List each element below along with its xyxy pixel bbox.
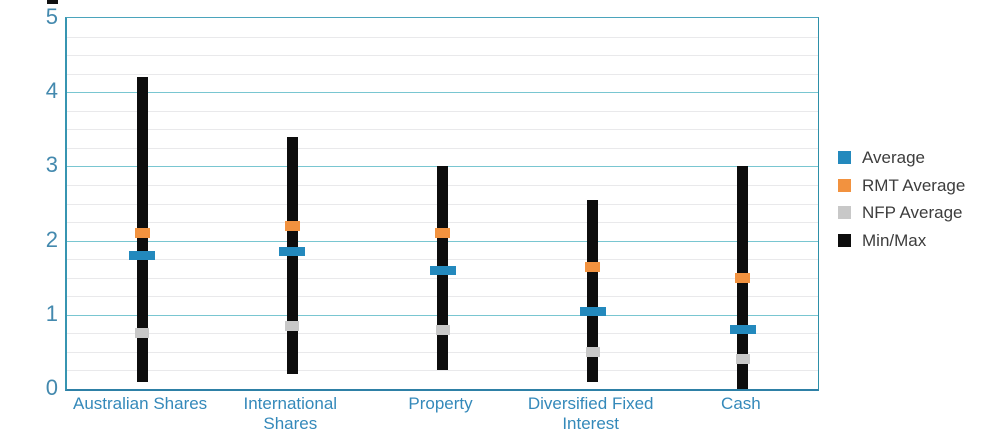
gridline-minor xyxy=(67,55,818,57)
gridline-minor xyxy=(67,129,818,131)
gridline-minor xyxy=(67,147,818,149)
category-label-property: Property xyxy=(408,394,473,413)
nfp-average-marker-australian-shares xyxy=(135,328,150,339)
rmt-average-swatch-icon xyxy=(838,178,851,192)
average-marker-cash xyxy=(729,325,756,335)
average-marker-international-shares xyxy=(279,247,306,257)
y-tick-label-5: 5 xyxy=(45,4,58,29)
gridline-major xyxy=(67,92,818,94)
min-max-swatch-icon xyxy=(838,233,851,247)
y-tick-label-0: 0 xyxy=(45,375,58,400)
y-tick-label-3: 3 xyxy=(45,152,58,178)
legend-label-rmt-average: RMT Average xyxy=(862,175,966,195)
legend-label-nfp-average: NFP Average xyxy=(862,203,963,223)
legend-label-min-max: Min/Max xyxy=(862,230,927,250)
top-edge-artifact xyxy=(47,0,58,4)
average-marker-property xyxy=(429,265,456,275)
category-label-diversified-fixed-interest: Diversified Fixed Interest xyxy=(527,394,654,434)
legend: Average RMT Average NFP Average Min/Max xyxy=(838,144,965,254)
rmt-average-marker-international-shares xyxy=(284,220,300,231)
nfp-average-marker-property xyxy=(435,324,450,335)
category-label-australian-shares: Australian Shares xyxy=(73,394,208,413)
nfp-average-swatch-icon xyxy=(838,206,851,220)
plot-area xyxy=(65,17,819,391)
minmax-bar-diversified-fixed-interest xyxy=(587,199,599,382)
nfp-average-marker-cash xyxy=(735,354,750,365)
average-marker-diversified-fixed-interest xyxy=(579,306,606,316)
gridline-minor xyxy=(67,36,818,38)
rmt-average-marker-diversified-fixed-interest xyxy=(585,261,601,272)
rmt-average-marker-cash xyxy=(735,272,751,283)
nfp-average-marker-international-shares xyxy=(285,320,300,331)
gridline-minor xyxy=(67,370,818,372)
category-label-international-shares: International Shares xyxy=(243,394,338,434)
gridline-minor xyxy=(67,73,818,75)
nfp-average-marker-diversified-fixed-interest xyxy=(585,346,600,357)
legend-item-average: Average xyxy=(838,144,965,172)
gridline-minor xyxy=(67,110,818,112)
legend-label-average: Average xyxy=(862,148,926,168)
average-marker-australian-shares xyxy=(129,250,156,260)
legend-item-min-max: Min/Max xyxy=(838,227,965,255)
y-tick-label-1: 1 xyxy=(45,300,58,326)
y-tick-label-2: 2 xyxy=(45,226,58,252)
rmt-average-marker-australian-shares xyxy=(134,228,150,239)
category-label-cash: Cash xyxy=(721,394,761,413)
y-tick-label-4: 4 xyxy=(45,78,58,104)
rmt-average-marker-property xyxy=(435,228,450,239)
legend-item-nfp-average: NFP Average xyxy=(838,199,965,227)
legend-item-rmt-average: RMT Average xyxy=(838,172,965,200)
average-swatch-icon xyxy=(838,151,851,165)
